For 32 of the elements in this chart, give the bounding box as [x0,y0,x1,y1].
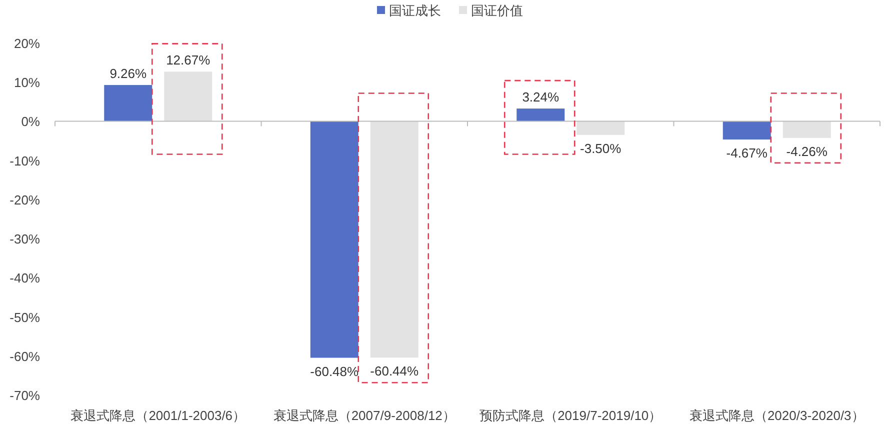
x-tick-label: 衰退式降息（2001/1-2003/6） [70,408,246,423]
data-label: -4.67% [726,145,768,160]
bar [782,121,831,138]
legend-label: 国证价值 [471,3,523,18]
y-tick-label: 10% [14,75,40,90]
data-label: -4.26% [786,144,828,159]
bar [722,121,771,140]
y-tick-label: 20% [14,36,40,51]
bar [164,72,212,122]
data-label: -3.50% [580,140,622,156]
data-label: 12.67% [166,52,211,68]
data-label: 3.24% [522,90,560,105]
y-tick-label: -20% [10,192,40,208]
x-tick-label: 衰退式降息（2007/9-2008/12） [273,408,456,423]
y-tick-label: 0% [21,114,40,130]
x-tick-label: 衰退式降息（2020/3-2020/3） [689,408,864,423]
x-tick-label: 预防式降息（2019/7-2019/10） [480,408,662,423]
bar [310,121,358,358]
data-label: -60.44% [370,364,420,379]
data-label: 9.26% [110,66,147,82]
bar [104,85,152,122]
y-tick-label: -40% [10,270,40,286]
y-tick-label: -30% [10,232,40,247]
bar [576,121,625,135]
legend-label: 国证成长 [389,3,441,18]
y-tick-label: -70% [10,388,40,403]
y-tick-label: -50% [10,310,40,325]
bar [370,121,418,358]
y-tick-label: -10% [10,153,40,168]
bar [516,108,565,122]
data-label: -60.48% [310,364,360,379]
y-tick-label: -60% [10,348,40,364]
